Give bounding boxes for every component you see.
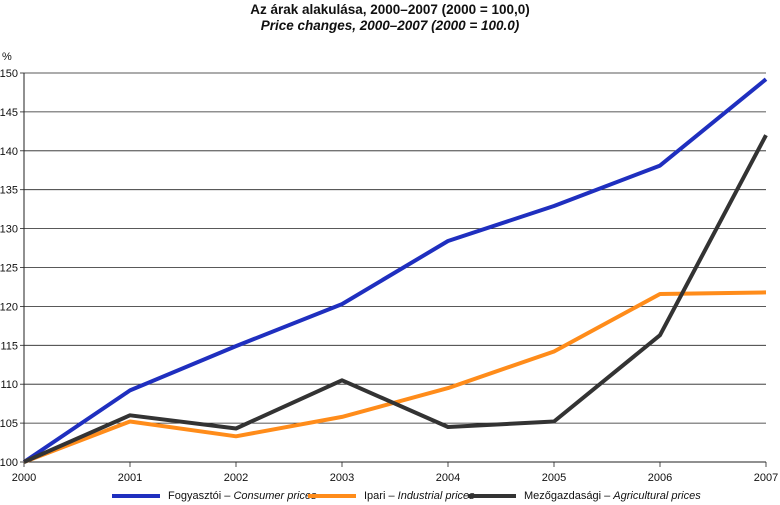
legend-label-agricultural-hu: Mezőgazdasági [524, 490, 602, 502]
chart-titles: Az árak alakulása, 2000–2007 (2000 = 100… [0, 2, 780, 34]
tick-labels: 100 105 110 115 120 125 130 135 140 145 150% 2000 20… [0, 51, 778, 484]
chart-title-hu: Az árak alakulása, 2000–2007 (2000 = 100… [250, 2, 530, 17]
chart-title-en: Price changes, 2000–2007 (2000 = 100.0) [260, 18, 520, 33]
legend-label-industrial-en: Industrial prices [397, 490, 475, 502]
y-tick-label: 140 [0, 146, 18, 158]
y-axis-unit: % [2, 51, 12, 63]
y-tick-label: 145 [0, 107, 18, 119]
legend-label-consumer: Fogyasztói – Consumer prices [168, 490, 317, 502]
y-tick-label: 100 [0, 457, 18, 469]
y-tick-label: 125 [0, 263, 18, 275]
y-tick-label: 115 [0, 340, 18, 352]
line-chart: 100 105 110 115 120 125 130 135 140 145 150% 2000 20… [0, 51, 778, 484]
x-tick-label: 2001 [118, 472, 142, 484]
y-tick-label: 105 [0, 418, 18, 430]
x-tick-label: 2004 [436, 472, 460, 484]
y-tick-label: 150 [0, 68, 18, 80]
series-agricultural-line [23, 134, 768, 464]
legend: Fogyasztói – Consumer prices Ipari – Ind… [0, 488, 780, 504]
legend-swatch-consumer [112, 494, 160, 498]
series-industrial-line [23, 290, 767, 464]
legend-label-industrial-hu: Ipari [364, 490, 386, 502]
x-tick-label: 2002 [224, 472, 248, 484]
x-tick-label: 2007 [754, 472, 778, 484]
legend-label-consumer-en: Consumer prices [233, 490, 317, 502]
x-tick-label: 2003 [330, 472, 354, 484]
legend-swatch-agricultural [468, 494, 516, 498]
y-tick-label: 130 [0, 224, 18, 236]
legend-label-agricultural-en: Agricultural prices [613, 490, 701, 502]
x-tick-label: 2005 [542, 472, 566, 484]
series-lines [22, 77, 768, 464]
legend-item-consumer: Fogyasztói – Consumer prices [112, 488, 317, 504]
axes [20, 72, 767, 467]
legend-label-industrial: Ipari – Industrial prices [364, 490, 475, 502]
legend-item-industrial: Ipari – Industrial prices [308, 488, 475, 504]
series-consumer-line [22, 77, 768, 464]
x-tick-label: 2006 [648, 472, 672, 484]
legend-swatch-industrial [308, 494, 356, 498]
legend-label-consumer-hu: Fogyasztói [168, 490, 222, 502]
y-tick-label: 110 [0, 379, 18, 391]
legend-item-agricultural: Mezőgazdasági – Agricultural prices [468, 488, 701, 504]
y-tick-label: 135 [0, 185, 18, 197]
legend-label-agricultural: Mezőgazdasági – Agricultural prices [524, 490, 701, 502]
x-tick-label: 2000 [12, 472, 36, 484]
y-tick-label: 120 [0, 301, 18, 313]
